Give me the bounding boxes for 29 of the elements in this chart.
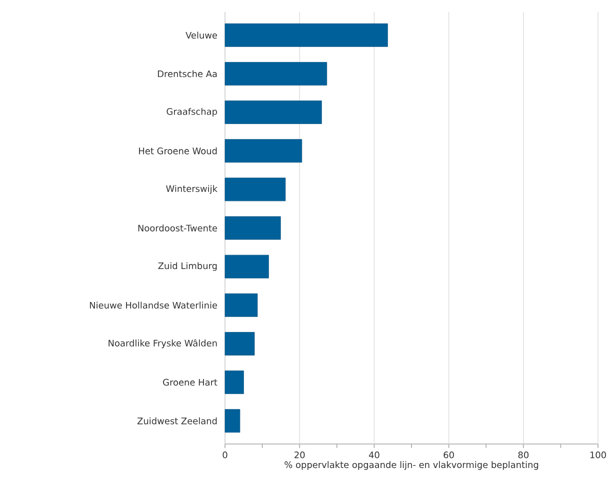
bar: [224, 370, 244, 394]
y-tick-label: Drentsche Aa: [158, 70, 217, 78]
y-tick-label: Noordoost-Twente: [138, 224, 218, 232]
y-tick-label: Het Groene Woud: [139, 147, 217, 154]
y-tick-label: Groene Hart: [163, 378, 218, 386]
bar: [224, 139, 302, 163]
bar: [224, 23, 388, 47]
bar: [224, 254, 269, 278]
x-tick-label: 0: [222, 452, 228, 458]
x-tick-label: 80: [518, 452, 529, 458]
bar: [224, 293, 258, 317]
bar: [224, 100, 322, 124]
y-tick-label: Nieuwe Hollandse Waterlinie: [90, 302, 218, 309]
bar: [224, 332, 255, 356]
y-tick-label: Zuidwest Zeeland: [137, 417, 217, 424]
x-axis-title: % oppervlakte opgaande lijn- en vlakvormige beplanting: [284, 461, 538, 470]
bar: [224, 409, 240, 433]
bar: [224, 62, 328, 86]
y-tick-label: Veluwe: [186, 32, 218, 39]
x-tick-label: 40: [368, 452, 380, 458]
bar: [224, 178, 286, 202]
y-tick-label: Zuid Limburg: [158, 262, 217, 271]
y-tick-label: Noardlike Fryske Wâlden: [108, 339, 217, 348]
x-tick-label: 100: [590, 452, 606, 458]
y-tick-label: Winterswijk: [166, 185, 218, 194]
x-tick-label: 20: [294, 452, 305, 458]
x-tick-label: 60: [444, 452, 454, 458]
bar: [224, 216, 281, 240]
y-tick-label: Graafschap: [166, 108, 218, 117]
